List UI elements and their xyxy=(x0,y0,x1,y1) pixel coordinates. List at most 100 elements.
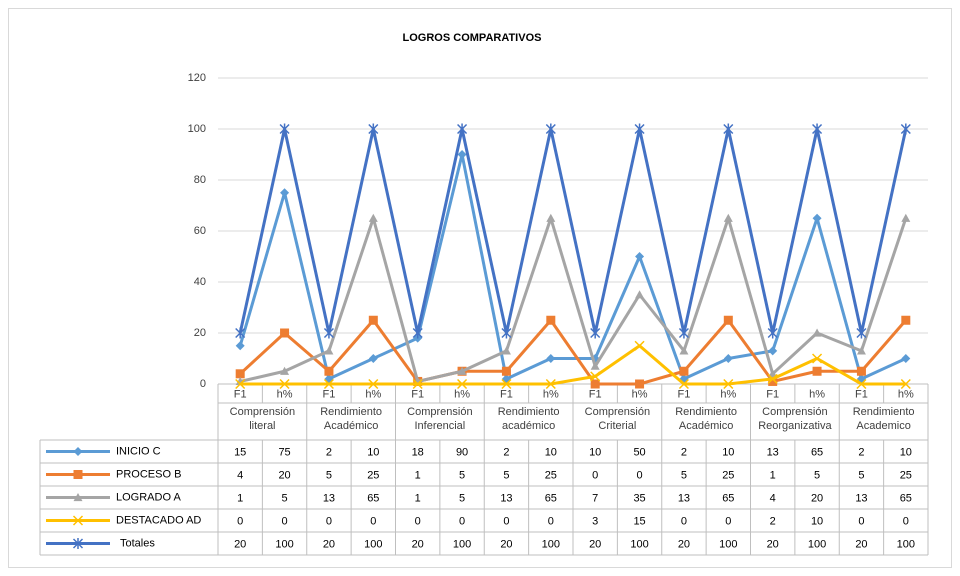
table-value: 13 xyxy=(323,492,335,504)
table-value: 1 xyxy=(237,492,243,504)
marker xyxy=(501,327,512,339)
table-value: 10 xyxy=(589,446,601,458)
table-value: 20 xyxy=(678,538,690,550)
marker xyxy=(679,366,689,376)
x-tick-label: h% xyxy=(543,388,559,400)
legend-label: LOGRADO A xyxy=(116,491,181,503)
marker xyxy=(545,123,556,135)
series-line xyxy=(238,127,908,335)
marker xyxy=(279,123,290,135)
marker xyxy=(368,123,379,135)
legend-label: Totales xyxy=(120,537,155,549)
marker xyxy=(73,493,83,502)
marker xyxy=(767,373,778,384)
marker xyxy=(323,327,334,339)
table-value: 0 xyxy=(681,515,687,527)
table-value: 20 xyxy=(323,538,335,550)
group-label-box: Rendimiento Académico xyxy=(320,406,382,432)
table-value: 13 xyxy=(855,492,867,504)
table-value: 13 xyxy=(500,492,512,504)
x-tick-label: h% xyxy=(454,388,470,400)
table-value: 100 xyxy=(364,538,382,550)
table-value: 0 xyxy=(548,515,554,527)
marker xyxy=(546,213,556,222)
marker xyxy=(324,366,334,376)
table-value: 65 xyxy=(811,446,823,458)
group-label-box: Rendimiento Académico xyxy=(675,406,737,432)
table-value: 0 xyxy=(858,515,864,527)
marker xyxy=(768,346,778,356)
marker xyxy=(545,378,556,390)
table-value: 5 xyxy=(459,469,465,481)
table-value: 2 xyxy=(326,446,332,458)
x-tick-label: h% xyxy=(809,388,825,400)
x-tick-label: F1 xyxy=(766,388,779,400)
y-tick-label: 80 xyxy=(194,174,206,186)
table-value: 0 xyxy=(370,515,376,527)
x-tick-label: h% xyxy=(365,388,381,400)
table-value: 5 xyxy=(282,492,288,504)
table-value: 2 xyxy=(770,515,776,527)
marker xyxy=(635,379,645,389)
marker xyxy=(767,327,778,339)
table-value: 13 xyxy=(678,492,690,504)
y-tick-label: 100 xyxy=(188,123,206,135)
marker xyxy=(457,366,467,375)
marker xyxy=(900,123,911,135)
table-value: 0 xyxy=(503,515,509,527)
table-value: 1 xyxy=(415,469,421,481)
marker xyxy=(812,328,822,337)
y-tick-label: 60 xyxy=(194,225,206,237)
table-value: 10 xyxy=(367,446,379,458)
marker xyxy=(901,354,911,363)
table-value: 5 xyxy=(459,492,465,504)
x-tick-label: F1 xyxy=(234,388,247,400)
table-value: 100 xyxy=(897,538,915,550)
table-value: 2 xyxy=(858,446,864,458)
x-tick-label: h% xyxy=(898,388,914,400)
marker xyxy=(279,378,290,390)
marker xyxy=(73,470,83,479)
table-value: 25 xyxy=(722,469,734,481)
table-value: 100 xyxy=(275,538,293,550)
marker xyxy=(723,213,733,222)
marker xyxy=(901,213,911,222)
x-tick-label: F1 xyxy=(411,388,424,400)
table-value: 5 xyxy=(858,469,864,481)
marker xyxy=(634,340,645,351)
marker xyxy=(679,346,689,355)
marker xyxy=(768,376,778,386)
marker xyxy=(546,315,556,325)
x-tick-label: F1 xyxy=(855,388,868,400)
x-tick-label: h% xyxy=(632,388,648,400)
table-value: 13 xyxy=(767,446,779,458)
group-label: Rendimiento Académico xyxy=(675,406,737,432)
marker xyxy=(723,354,733,363)
group-label: Rendimiento Academico xyxy=(852,406,915,432)
marker xyxy=(723,315,733,325)
marker xyxy=(590,371,601,382)
marker xyxy=(235,327,246,339)
marker xyxy=(368,378,379,390)
table-value: 25 xyxy=(545,469,557,481)
marker xyxy=(635,252,645,261)
marker xyxy=(368,213,378,222)
table-value: 100 xyxy=(808,538,826,550)
marker xyxy=(72,515,84,526)
marker xyxy=(590,361,600,370)
legend-label: INICIO C xyxy=(116,445,161,457)
legend-label: PROCESO B xyxy=(116,468,181,480)
y-tick-label: 40 xyxy=(194,276,206,288)
group-label-box: Rendimiento académico xyxy=(497,406,560,432)
table-value: 0 xyxy=(282,515,288,527)
marker xyxy=(901,315,911,325)
table-value: 10 xyxy=(722,446,734,458)
table-value: 0 xyxy=(592,469,598,481)
group-label: Comprensión Criterial xyxy=(584,406,651,432)
marker xyxy=(635,290,645,299)
table-value: 5 xyxy=(326,469,332,481)
table-value: 7 xyxy=(592,492,598,504)
group-label: Rendimiento académico xyxy=(497,406,560,432)
legend-label: DESTACADO AD xyxy=(116,514,201,526)
